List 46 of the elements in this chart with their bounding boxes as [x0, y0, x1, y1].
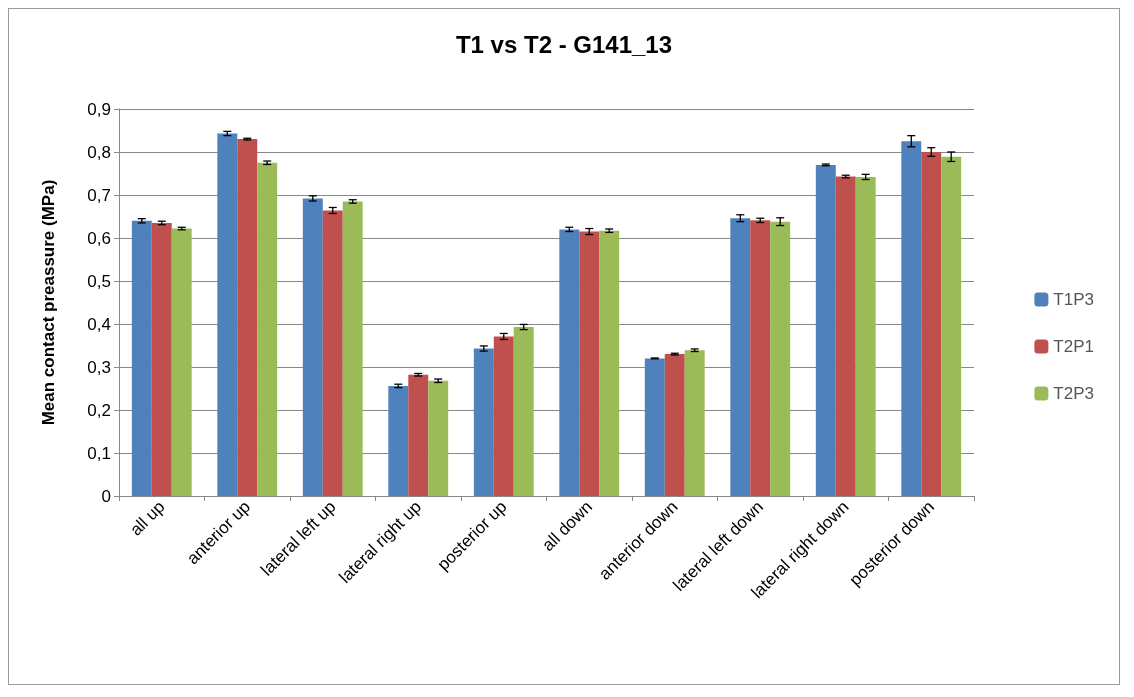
bar — [408, 374, 429, 496]
bar — [579, 231, 600, 496]
bar — [750, 220, 771, 496]
bar — [151, 222, 172, 496]
bar — [901, 141, 922, 496]
y-axis-title: Mean contact preassure (MPa) — [39, 179, 58, 426]
legend-label: T1P3 — [1053, 290, 1095, 309]
bar — [941, 156, 962, 496]
y-tick-label: 0,7 — [87, 185, 111, 205]
bar — [684, 350, 705, 496]
bar — [131, 220, 152, 496]
legend-label: T2P1 — [1053, 337, 1095, 356]
bar — [237, 139, 258, 496]
y-tick-label: 0 — [101, 486, 111, 506]
bar — [428, 380, 449, 496]
y-tick-label: 0,6 — [87, 228, 111, 248]
y-tick-label: 0,1 — [87, 443, 111, 463]
bar — [664, 354, 685, 496]
bar — [815, 164, 836, 496]
bar — [388, 385, 409, 496]
bar — [322, 210, 343, 496]
bar — [559, 229, 580, 496]
legend-label: T2P3 — [1053, 384, 1095, 403]
bar — [342, 201, 363, 496]
chart-title: T1 vs T2 - G141_13 — [455, 30, 673, 58]
bar — [921, 152, 942, 496]
bar — [835, 176, 856, 496]
bar — [257, 162, 278, 496]
y-tick-label: 0,5 — [87, 271, 111, 291]
bar — [730, 218, 751, 496]
bar — [473, 348, 494, 496]
bar — [855, 176, 876, 496]
bar — [493, 336, 514, 496]
bar — [644, 358, 665, 496]
bar — [599, 230, 620, 496]
bar — [171, 228, 192, 496]
bar — [302, 198, 323, 496]
y-tick-label: 0,3 — [87, 357, 111, 377]
bar — [513, 327, 534, 496]
y-tick-label: 0,9 — [87, 99, 111, 119]
y-tick-label: 0,8 — [87, 142, 111, 162]
bar — [217, 133, 238, 496]
y-tick-label: 0,2 — [87, 400, 111, 420]
y-tick-label: 0,4 — [87, 314, 111, 334]
bar — [770, 221, 791, 496]
x-tick-label: all up — [126, 497, 169, 540]
